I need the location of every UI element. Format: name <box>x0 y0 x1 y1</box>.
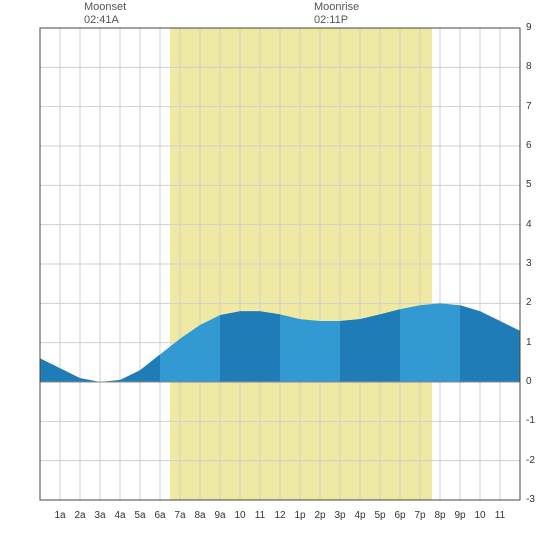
y-tick-label: -1 <box>526 415 550 426</box>
x-tick-label: 11 <box>495 510 505 521</box>
x-tick-label: 6a <box>154 510 165 521</box>
x-tick-label: 3a <box>94 510 105 521</box>
x-tick-label: 10 <box>234 510 245 521</box>
y-tick-label: 1 <box>526 337 550 348</box>
y-tick-label: 0 <box>526 376 550 387</box>
moonrise-label: Moonrise <box>314 1 359 14</box>
x-tick-label: 8p <box>434 510 445 521</box>
y-tick-label: -3 <box>526 494 550 505</box>
y-tick-label: 8 <box>526 61 550 72</box>
moonset-label-block: Moonset 02:41A <box>84 1 126 27</box>
x-tick-label: 11 <box>255 510 265 521</box>
y-tick-label: 3 <box>526 258 550 269</box>
y-tick-label: 5 <box>526 179 550 190</box>
x-tick-label: 7p <box>414 510 425 521</box>
x-tick-label: 5p <box>374 510 385 521</box>
moonrise-time: 02:11P <box>314 14 359 27</box>
y-tick-label: 7 <box>526 101 550 112</box>
y-tick-label: 2 <box>526 297 550 308</box>
x-tick-label: 1a <box>54 510 65 521</box>
x-tick-label: 4p <box>354 510 365 521</box>
x-tick-label: 9p <box>454 510 465 521</box>
tide-chart: Moonset 02:41A Moonrise 02:11P -3-2-1012… <box>0 0 550 550</box>
x-tick-label: 7a <box>174 510 185 521</box>
x-tick-label: 2a <box>74 510 85 521</box>
x-tick-label: 10 <box>474 510 485 521</box>
x-tick-label: 3p <box>334 510 345 521</box>
x-tick-label: 12 <box>274 510 285 521</box>
y-tick-label: -2 <box>526 455 550 466</box>
x-tick-label: 6p <box>394 510 405 521</box>
moonset-label: Moonset <box>84 1 126 14</box>
x-tick-label: 8a <box>194 510 205 521</box>
x-tick-label: 5a <box>134 510 145 521</box>
moonset-time: 02:41A <box>84 14 126 27</box>
x-tick-label: 4a <box>114 510 125 521</box>
x-tick-label: 1p <box>294 510 305 521</box>
moonrise-label-block: Moonrise 02:11P <box>314 1 359 27</box>
y-tick-label: 6 <box>526 140 550 151</box>
x-tick-label: 2p <box>314 510 325 521</box>
chart-plot <box>0 0 550 550</box>
y-tick-label: 4 <box>526 219 550 230</box>
x-tick-label: 9a <box>214 510 225 521</box>
y-tick-label: 9 <box>526 22 550 33</box>
